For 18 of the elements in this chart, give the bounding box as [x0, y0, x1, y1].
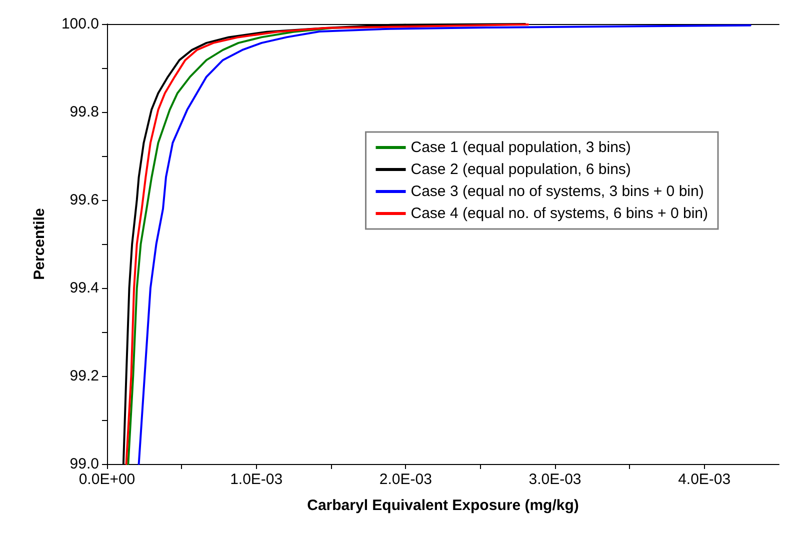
y-axis-title: Percentile: [31, 208, 48, 280]
legend-label: Case 4 (equal no. of systems, 6 bins + 0 bin): [410, 205, 708, 222]
x-tick-label: 3.0E-03: [528, 471, 582, 488]
x-tick-label: 4.0E-03: [678, 471, 731, 488]
y-tick-label: 99.4: [70, 280, 99, 296]
y-tick-label: 99.8: [70, 104, 99, 120]
legend-label: Case 1 (equal population, 3 bins): [410, 139, 631, 156]
line-series: [138, 24, 752, 465]
y-tick-label: 99.0: [70, 456, 99, 472]
y-tick-label: 99.6: [70, 192, 99, 208]
x-tick-label: 0.0E+00: [78, 471, 136, 488]
legend-label: Case 3 (equal no of systems, 3 bins + 0 bin): [410, 183, 704, 200]
legend-label: Case 2 (equal population, 6 bins): [410, 161, 631, 178]
y-tick-label: 99.2: [70, 368, 99, 384]
y-tick-label: 100.0: [61, 16, 99, 32]
x-tick-label: 1.0E-03: [230, 471, 283, 488]
x-tick-label: 2.0E-03: [379, 471, 432, 488]
x-axis-title: Carbaryl Equivalent Exposure (mg/kg): [307, 497, 579, 514]
